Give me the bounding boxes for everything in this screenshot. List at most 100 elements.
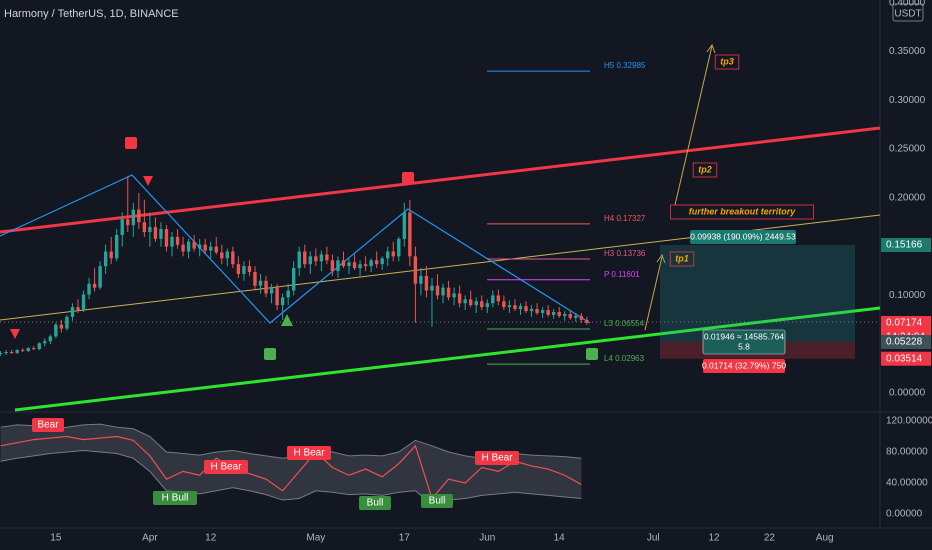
pivot-label: H3 0.13736 (604, 249, 646, 258)
candle-body (54, 324, 58, 337)
candle-body (15, 350, 19, 354)
profit-zone (660, 245, 855, 342)
chart-title: Harmony / TetherUS, 1D, BINANCE (4, 8, 179, 20)
candle-body (325, 254, 329, 261)
candle-body (280, 297, 285, 306)
candle-body (374, 260, 379, 265)
y-tick-label: 0.10000 (889, 290, 926, 301)
candle-body (4, 352, 8, 354)
candle-body (319, 254, 324, 262)
candle-body (92, 283, 97, 288)
candle-body (98, 266, 102, 288)
candle-body (585, 319, 589, 323)
lower-channel (14, 306, 881, 412)
candle-body (441, 287, 445, 296)
price-label: 0.07174 (886, 318, 923, 329)
x-tick-label: May (306, 533, 325, 544)
signal-label: Bear (37, 420, 59, 431)
signal-box (204, 460, 248, 474)
candle-body (419, 275, 423, 284)
candle-body (369, 260, 373, 267)
candle-body (43, 341, 47, 344)
candle-body (358, 264, 362, 269)
signal-box (32, 418, 64, 432)
candle-body (231, 251, 235, 265)
candle-body (48, 336, 53, 342)
candle-body (70, 307, 75, 317)
candle-body (413, 256, 418, 284)
candle-body (347, 262, 351, 267)
candle-body (209, 246, 213, 251)
candle-body (120, 219, 124, 235)
candle-body (192, 241, 196, 249)
candle-body (574, 315, 578, 318)
candle-body (203, 244, 207, 251)
candle-body (87, 283, 91, 295)
bear-marker (143, 176, 153, 186)
candle-body (186, 241, 191, 252)
upper-channel (0, 126, 881, 234)
candle-body (286, 290, 290, 298)
candle-body (181, 244, 185, 252)
candle-body (463, 299, 467, 304)
x-tick-label: Jun (479, 533, 495, 544)
position-box (702, 329, 786, 355)
position-label: 5.8 (738, 341, 750, 351)
pivot-label: L3 0.06554 (604, 319, 645, 328)
candle-body (551, 312, 556, 315)
candle-body (524, 306, 528, 312)
bull-flag (264, 348, 276, 360)
candle-body (81, 294, 86, 311)
signal-label: Bull (429, 496, 446, 507)
candle-body (175, 236, 180, 245)
bull-flag (586, 348, 598, 360)
candle-body (264, 280, 268, 294)
signal-box (153, 491, 197, 505)
candle-body (170, 236, 174, 247)
band-lower (0, 449, 582, 506)
candle-body (269, 287, 274, 294)
band-fill (0, 424, 582, 505)
candle-body (258, 280, 263, 286)
arrow-head (706, 43, 716, 54)
zigzag (0, 174, 591, 324)
candle-body (579, 315, 584, 320)
y-tick-label: 80.00000 (886, 447, 928, 458)
candle-body (59, 324, 64, 329)
x-tick-label: 15 (50, 533, 62, 544)
signal-label: H Bear (481, 453, 513, 464)
signal-box (359, 496, 391, 510)
annotation-box (669, 251, 695, 267)
candle-body (468, 299, 473, 306)
x-tick-label: 22 (764, 533, 776, 544)
candle-body (37, 343, 41, 350)
signal-box (287, 446, 331, 460)
candle-body (148, 227, 152, 232)
pivot-label: H4 0.17327 (604, 214, 646, 223)
candle-body (336, 260, 340, 272)
candle-body (457, 293, 462, 304)
candle-body (131, 209, 135, 226)
candle-body (424, 275, 429, 291)
candle-body (297, 251, 301, 269)
price-label-box (881, 238, 931, 253)
candle-body (115, 234, 119, 259)
candle-body (341, 260, 346, 267)
candle-body (363, 264, 368, 267)
signal-label: H Bear (293, 448, 325, 459)
candle-body (529, 309, 534, 312)
candle-body (518, 306, 523, 310)
y-tick-label: 0.30000 (889, 95, 926, 106)
candle-body (214, 246, 218, 253)
x-tick-label: 12 (205, 533, 217, 544)
candle-body (546, 310, 550, 315)
y-tick-label: 0.20000 (889, 192, 926, 203)
candle-body (109, 251, 113, 259)
x-tick-label: 14 (554, 533, 566, 544)
arrow-head (656, 253, 666, 264)
y-tick-label: 0.00000 (886, 509, 923, 520)
candle-body (352, 262, 357, 269)
bear-flag (125, 137, 137, 149)
candle-body (496, 295, 501, 302)
